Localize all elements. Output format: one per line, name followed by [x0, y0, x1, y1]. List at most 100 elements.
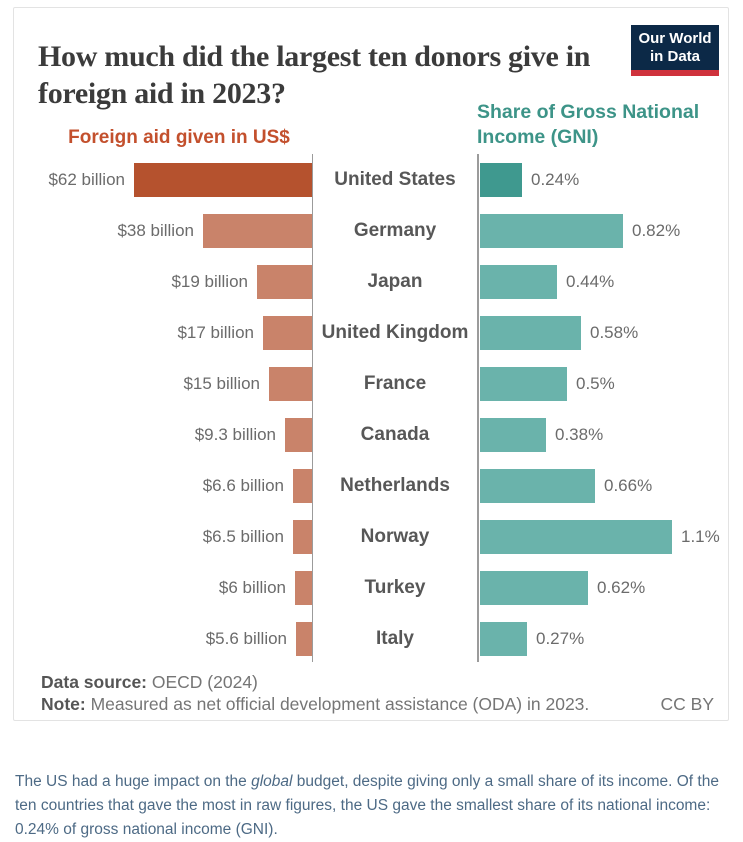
- owid-logo-line1: Our World: [638, 30, 712, 47]
- gni-column-header: Share of Gross National Income (GNI): [477, 101, 700, 148]
- gni-section: 0.24%: [478, 162, 730, 197]
- aid-bar: [134, 162, 312, 197]
- gni-bar: [480, 315, 581, 350]
- aid-bar: [269, 366, 312, 401]
- gni-value-label: 0.58%: [590, 322, 639, 342]
- caption-italic-word: global: [251, 772, 293, 790]
- gni-bar: [480, 621, 527, 656]
- aid-value-label: $5.6 billion: [205, 628, 287, 648]
- country-label: Turkey: [364, 576, 426, 598]
- chart-row: $6 billion Turkey 0.62%: [14, 562, 730, 613]
- aid-value-label: $6.5 billion: [202, 526, 284, 546]
- gni-bar: [480, 264, 557, 299]
- caption-text-before: The US had a huge impact on the: [15, 772, 252, 790]
- country-label: United Kingdom: [321, 321, 469, 343]
- gni-bar: [480, 162, 522, 197]
- note-label: Note:: [41, 694, 86, 714]
- aid-section: $62 billion: [14, 162, 312, 197]
- caption-text-after: budget, despite giving only a small shar…: [15, 772, 719, 838]
- aid-value-label: $17 billion: [177, 322, 254, 342]
- aid-bar: [263, 315, 312, 350]
- chart-row: $15 billion France 0.5%: [14, 358, 730, 409]
- gni-bar: [480, 213, 623, 248]
- page-title: How much did the largest ten donors give…: [38, 40, 591, 111]
- chart-row: $9.3 billion Canada 0.38%: [14, 409, 730, 460]
- chart-row: $19 billion Japan 0.44%: [14, 256, 730, 307]
- license-badge: CC BY: [660, 694, 714, 714]
- chart-row: $38 billion Germany 0.82%: [14, 205, 730, 256]
- gni-section: 0.82%: [478, 213, 730, 248]
- gni-value-label: 0.82%: [632, 220, 681, 240]
- gni-bar: [480, 468, 595, 503]
- gni-bar: [480, 417, 546, 452]
- gni-value-label: 0.44%: [566, 271, 615, 291]
- gni-value-label: 0.66%: [604, 475, 653, 495]
- chart-row: $6.6 billion Netherlands 0.66%: [14, 460, 730, 511]
- aid-bar: [295, 570, 312, 605]
- right-axis-line: [477, 154, 479, 662]
- gni-section: 0.5%: [478, 366, 730, 401]
- gni-section: 1.1%: [478, 519, 730, 554]
- country-label: Canada: [360, 423, 430, 445]
- gni-section: 0.44%: [478, 264, 730, 299]
- gni-section: 0.38%: [478, 417, 730, 452]
- data-source-line: Data source: OECD (2024): [41, 671, 589, 693]
- aid-section: $19 billion: [14, 264, 312, 299]
- left-axis-line: [311, 154, 313, 662]
- aid-section: $5.6 billion: [14, 621, 312, 656]
- aid-value-label: $19 billion: [171, 271, 248, 291]
- aid-section: $15 billion: [14, 366, 312, 401]
- aid-value-label: $9.3 billion: [194, 424, 276, 444]
- gni-section: 0.58%: [478, 315, 730, 350]
- aid-bar: [293, 468, 312, 503]
- gni-section: 0.66%: [478, 468, 730, 503]
- aid-bar: [285, 417, 312, 452]
- chart-row: $5.6 billion Italy 0.27%: [14, 613, 730, 664]
- aid-value-label: $62 billion: [48, 169, 125, 189]
- aid-section: $17 billion: [14, 315, 312, 350]
- gni-value-label: 0.24%: [531, 169, 580, 189]
- aid-value-label: $15 billion: [183, 373, 260, 393]
- gni-section: 0.27%: [478, 621, 730, 656]
- country-label: France: [363, 372, 427, 394]
- country-label: Japan: [367, 270, 423, 292]
- gni-value-label: 1.1%: [681, 526, 720, 546]
- gni-value-label: 0.27%: [536, 628, 585, 648]
- country-label: United States: [334, 168, 456, 190]
- data-source-value: OECD (2024): [147, 672, 258, 692]
- aid-column-header: Foreign aid given in US$: [68, 127, 290, 148]
- aid-value-label: $38 billion: [117, 220, 194, 240]
- owid-logo-line2: in Data: [649, 48, 700, 65]
- country-label: Norway: [360, 525, 430, 547]
- chart-rows: $62 billion United States 0.24% $38 billion…: [14, 154, 730, 664]
- aid-section: $38 billion: [14, 213, 312, 248]
- gni-value-label: 0.62%: [597, 577, 646, 597]
- gni-bar: [480, 366, 567, 401]
- chart-row: $6.5 billion Norway 1.1%: [14, 511, 730, 562]
- aid-section: $6.5 billion: [14, 519, 312, 554]
- chart-footer: Data source: OECD (2024) Note: Measured …: [41, 671, 589, 715]
- aid-section: $6 billion: [14, 570, 312, 605]
- chart-card: How much did the largest ten donors give…: [13, 7, 729, 721]
- gni-bar: [480, 519, 672, 554]
- country-label: Netherlands: [340, 474, 450, 496]
- chart-row: $62 billion United States 0.24%: [14, 154, 730, 205]
- aid-section: $6.6 billion: [14, 468, 312, 503]
- chart-row: $17 billion United Kingdom 0.58%: [14, 307, 730, 358]
- owid-logo: Our World in Data: [631, 25, 719, 76]
- data-source-label: Data source:: [41, 672, 148, 692]
- aid-section: $9.3 billion: [14, 417, 312, 452]
- aid-bar: [203, 213, 312, 248]
- gni-value-label: 0.5%: [576, 373, 615, 393]
- chart-caption: The US had a huge impact on the global b…: [15, 770, 729, 842]
- gni-section: 0.62%: [478, 570, 730, 605]
- aid-value-label: $6.6 billion: [202, 475, 284, 495]
- aid-bar: [257, 264, 312, 299]
- gni-bar: [480, 570, 588, 605]
- note-value: Measured as net official development ass…: [85, 694, 590, 714]
- country-label: Germany: [353, 219, 437, 241]
- aid-bar: [296, 621, 312, 656]
- aid-bar: [293, 519, 312, 554]
- country-label: Italy: [375, 627, 415, 649]
- gni-value-label: 0.38%: [555, 424, 604, 444]
